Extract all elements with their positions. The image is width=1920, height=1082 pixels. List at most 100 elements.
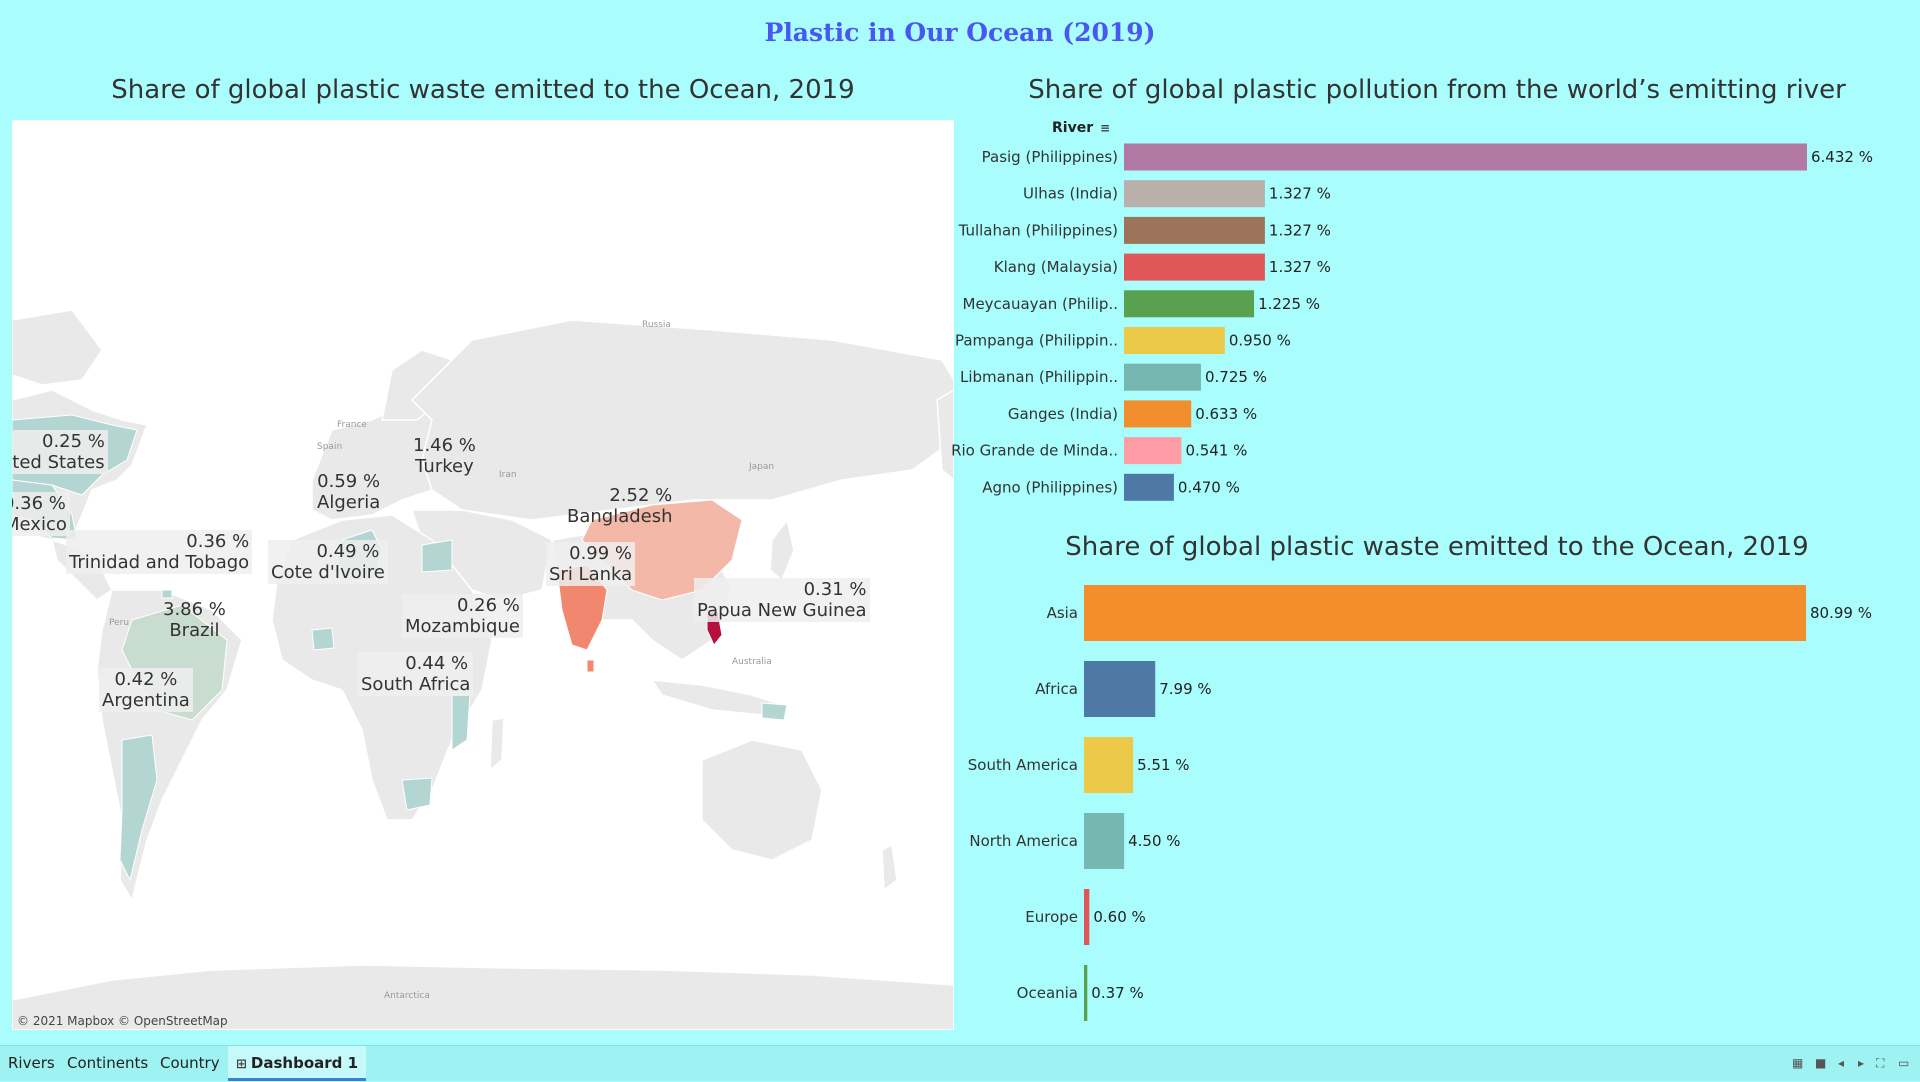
continent-bar[interactable] (1084, 889, 1090, 945)
tab-label: Dashboard 1 (250, 1054, 359, 1072)
sheet-tab-bar: Rivers Continents Country ⊞ Dashboard 1 ▦… (0, 1045, 1920, 1081)
river-bar[interactable] (1124, 143, 1807, 171)
river-column-header[interactable]: River ≡ (1052, 120, 1110, 136)
river-category-label: Libmanan (Philippin.. (960, 368, 1118, 386)
prev-icon[interactable]: ◂ (1838, 1056, 1845, 1070)
map-label-name: Papua New Guinea (697, 600, 867, 621)
river-bar[interactable] (1124, 473, 1174, 501)
map-label-mozambique[interactable]: 0.26 % Mozambique (402, 594, 523, 638)
map-title: Share of global plastic waste emitted to… (111, 75, 855, 105)
map-label-papua-new-guinea[interactable]: 0.31 % Papua New Guinea (694, 578, 870, 622)
land-japan (769, 518, 795, 582)
map-label-value: 0.59 % (317, 471, 381, 492)
country-trinidad (161, 589, 173, 599)
map-label-algeria[interactable]: 0.59 % Algeria (314, 470, 383, 514)
continent-bar[interactable] (1084, 965, 1088, 1021)
country-sri-lanka (586, 659, 595, 673)
grid-view-icon[interactable]: ▦ (1792, 1056, 1804, 1070)
continent-category-label: Africa (1035, 680, 1078, 698)
tab-country[interactable]: Country (152, 1046, 228, 1081)
continent-bar[interactable] (1084, 813, 1125, 869)
next-icon[interactable]: ▸ (1858, 1056, 1865, 1070)
continent-category-label: Asia (1047, 604, 1078, 622)
place-label-spain: Spain (317, 442, 343, 452)
river-bar[interactable] (1124, 437, 1182, 465)
map-label-cote-divoire[interactable]: 0.49 % Cote d'Ivoire (268, 540, 388, 584)
river-value-label: 1.327 % (1269, 185, 1331, 203)
continent-bar[interactable] (1084, 737, 1134, 793)
land-alaska (936, 389, 954, 481)
river-value-label: 0.541 % (1185, 442, 1247, 460)
continent-category-label: Oceania (1017, 984, 1078, 1002)
river-value-label: 0.470 % (1178, 478, 1240, 496)
map-label-turkey[interactable]: 1.46 % Turkey (410, 434, 479, 478)
map-label-value: 0.44 % (405, 653, 469, 674)
map-label-trinidad-and-tobago[interactable]: 0.36 % Trinidad and Tobago (66, 530, 253, 574)
dashboard-title: Plastic in Our Ocean (2019) (764, 18, 1156, 47)
country-argentina (119, 734, 158, 882)
map-label-mexico[interactable]: 0.36 % Mexico (12, 492, 70, 536)
map-label-name: Argentina (102, 690, 190, 711)
world-map[interactable]: Russia France Spain Iran Japan Peru Aust… (12, 120, 954, 1030)
river-header-label: River (1052, 120, 1094, 136)
map-canvas[interactable] (12, 120, 954, 1030)
river-bar[interactable] (1124, 400, 1192, 428)
filmstrip-icon[interactable]: ■ (1815, 1056, 1827, 1070)
map-label-value: 0.36 % (12, 493, 66, 514)
map-label-value: 2.52 % (609, 485, 673, 506)
fullscreen-icon[interactable]: ⛶ (1876, 1056, 1885, 1070)
river-value-label: 1.327 % (1269, 221, 1331, 239)
present-icon[interactable]: ▭ (1898, 1056, 1910, 1070)
river-bar[interactable] (1124, 327, 1225, 354)
land-australia (701, 739, 823, 861)
river-bar[interactable] (1124, 253, 1265, 281)
place-label-australia: Australia (732, 657, 772, 667)
river-value-label: 0.633 % (1195, 405, 1257, 423)
map-label-name: Mozambique (405, 616, 520, 637)
map-label-brazil[interactable]: 3.86 % Brazil (160, 598, 229, 642)
continent-category-label: South America (968, 756, 1078, 774)
river-bar[interactable] (1124, 290, 1255, 318)
tab-continents[interactable]: Continents (59, 1046, 156, 1081)
country-cote-divoire (311, 627, 335, 651)
map-label-sri-lanka[interactable]: 0.99 % Sri Lanka (546, 542, 636, 586)
map-label-value: 3.86 % (163, 599, 226, 620)
river-bar[interactable] (1124, 363, 1201, 391)
map-label-name: Trinidad and Tobago (69, 552, 250, 573)
country-mozambique (451, 694, 471, 751)
river-value-label: 0.725 % (1205, 368, 1267, 386)
tab-rivers[interactable]: Rivers (0, 1046, 63, 1081)
continent-category-label: North America (969, 832, 1078, 850)
sort-descending-icon[interactable]: ≡ (1099, 121, 1111, 135)
land-russia (410, 319, 954, 521)
continent-bar[interactable] (1084, 661, 1156, 717)
tab-dashboard-1[interactable]: ⊞ Dashboard 1 (228, 1046, 367, 1081)
map-label-name: ted States (12, 452, 105, 473)
map-label-value: 0.36 % (186, 531, 250, 552)
map-label-south-africa[interactable]: 0.44 % South Africa (358, 652, 474, 696)
map-label-united-states[interactable]: 0.25 % ted States (12, 430, 108, 474)
continent-bar[interactable] (1084, 585, 1806, 641)
map-label-argentina[interactable]: 0.42 % Argentina (99, 668, 193, 712)
map-label-name: Mexico (12, 514, 67, 535)
map-label-name: Turkey (415, 456, 474, 477)
river-bar[interactable] (1124, 180, 1265, 208)
land-madagascar (489, 717, 505, 772)
map-label-name: Algeria (317, 492, 381, 513)
place-label-japan: Japan (749, 462, 775, 472)
river-value-label: 1.225 % (1258, 295, 1320, 313)
continent-value-label: 7.99 % (1159, 680, 1211, 698)
map-attribution[interactable]: © 2021 Mapbox © OpenStreetMap (17, 1014, 228, 1028)
river-category-label: Pampanga (Philippin.. (955, 332, 1118, 350)
rivers-chart-title: Share of global plastic pollution from t… (1028, 75, 1846, 105)
river-bar[interactable] (1124, 216, 1265, 244)
place-label-peru: Peru (109, 618, 130, 628)
map-label-value: 0.49 % (316, 541, 380, 562)
map-label-bangladesh[interactable]: 2.52 % Bangladesh (564, 484, 676, 528)
dashboard-grid-icon: ⊞ (236, 1057, 247, 1072)
map-label-name: Bangladesh (567, 506, 673, 527)
map-label-name: Sri Lanka (549, 564, 633, 585)
continent-category-label: Europe (1025, 908, 1078, 926)
place-label-france: France (337, 420, 367, 430)
land-antarctica (12, 964, 954, 1030)
